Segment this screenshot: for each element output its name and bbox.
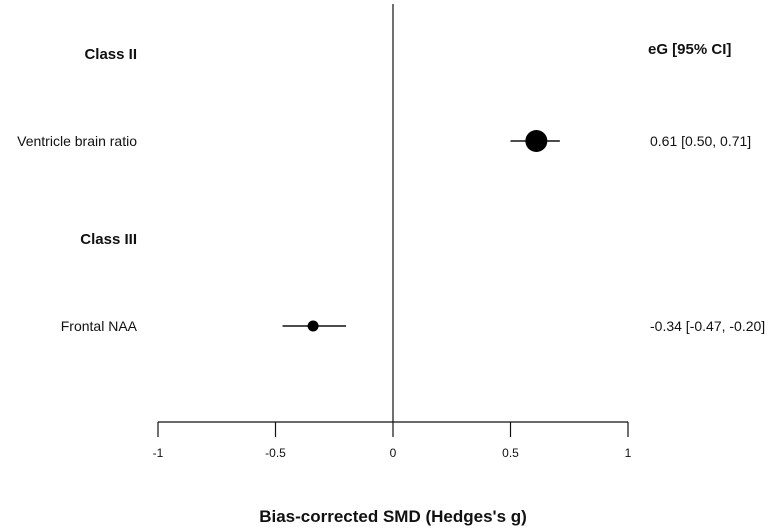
x-tick-label: 1	[625, 446, 632, 460]
point-estimate-frontal-naa	[307, 320, 319, 332]
ci-text-ventricle-brain-ratio: 0.61 [0.50, 0.71]	[650, 133, 751, 149]
study-label-frontal-naa: Frontal NAA	[61, 318, 138, 334]
point-estimate-ventricle-brain-ratio	[525, 130, 548, 152]
x-tick-label: -0.5	[265, 446, 286, 460]
x-tick-label: 0	[390, 446, 397, 460]
x-tick-label: 0.5	[502, 446, 519, 460]
x-axis-ticks: -1 -0.5 0 0.5 1	[153, 422, 632, 460]
ci-text-frontal-naa: -0.34 [-0.47, -0.20]	[650, 318, 765, 334]
study-label-ventricle-brain-ratio: Ventricle brain ratio	[17, 133, 137, 149]
group-label-class-ii: Class II	[84, 46, 137, 63]
x-axis-label: Bias-corrected SMD (Hedges's g)	[259, 507, 527, 526]
ci-column-header: eG [95% CI]	[648, 41, 731, 58]
x-tick-label: -1	[153, 446, 164, 460]
group-label-class-iii: Class III	[80, 231, 137, 248]
